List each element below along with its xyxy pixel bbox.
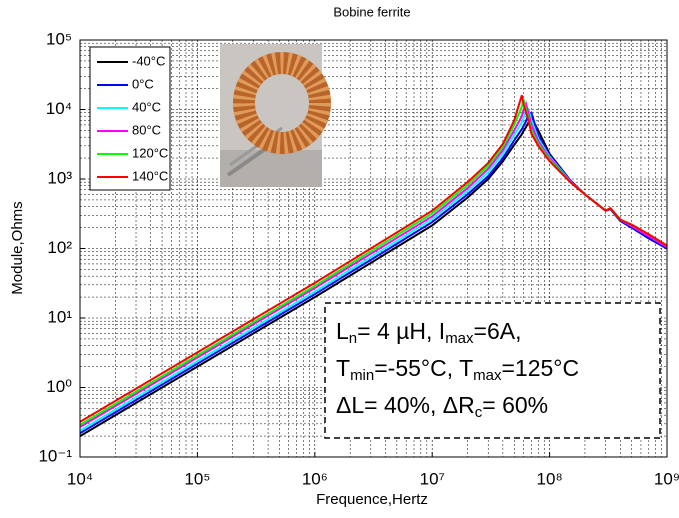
annotation-text: = 4 µH, I: [357, 318, 445, 344]
annotation-line: Tmin=-55°C, Tmax=125°C: [336, 355, 579, 384]
x-tick-label: 10⁹: [654, 469, 679, 488]
x-tick-label: 10⁶: [302, 469, 328, 488]
annotation-text: Ln= 4 µH, Imax=6A,Tmin=-55°C, Tmax=125°C…: [336, 318, 579, 421]
y-tick-label: 10²: [47, 238, 72, 257]
y-tick-label: 10⁴: [46, 99, 72, 118]
annotation-text: = 60%: [482, 392, 548, 418]
annotation-text: ΔL= 40%, ΔR: [336, 392, 475, 418]
y-tick-label: 10⁻¹: [38, 446, 72, 465]
series-line: [79, 95, 668, 423]
annotation-text: T: [336, 355, 350, 381]
y-tick-label: 10⁵: [46, 29, 72, 48]
annotation-line: Ln= 4 µH, Imax=6A,: [336, 318, 522, 347]
annotation-subscript: max: [445, 330, 474, 347]
legend-label: 40°C: [132, 99, 161, 114]
legend-label: 120°C: [132, 145, 168, 160]
photo-windings: [233, 52, 331, 154]
legend-label: 0°C: [132, 76, 154, 91]
legend-label: 80°C: [132, 122, 161, 137]
legend-label: 140°C: [132, 168, 168, 183]
x-tick-label: 10⁷: [420, 469, 445, 488]
legend-label: -40°C: [132, 53, 165, 68]
y-tick-label: 10³: [47, 168, 72, 187]
x-tick-label: 10⁸: [537, 469, 563, 488]
annotation-text: =125°C: [501, 355, 579, 381]
x-axis-label: Frequence,Hertz: [316, 491, 428, 508]
annotation: Ln= 4 µH, Imax=6A,Tmin=-55°C, Tmax=125°C…: [324, 302, 661, 439]
legend: -40°C 0°C 40°C 80°C 120°C 140°C: [89, 46, 171, 191]
y-tick-label: 10⁰: [46, 377, 72, 396]
annotation-box: [324, 302, 661, 439]
annotation-line: ΔL= 40%, ΔRc= 60%: [336, 392, 548, 421]
y-tick-label: 10¹: [47, 307, 72, 326]
annotation-subscript: max: [473, 367, 502, 384]
x-tick-label: 10⁵: [184, 469, 210, 488]
axes: 10⁴ 10⁵ 10⁶ 10⁷ 10⁸ 10⁹ 10⁻¹ 10⁰ 10¹ 10² 10³ 10⁴ 10⁵: [38, 29, 679, 488]
annotation-text: =6A,: [474, 318, 522, 344]
annotation-subscript: n: [349, 330, 357, 347]
annotation-text: L: [336, 318, 349, 344]
annotation-subscript: min: [350, 367, 374, 384]
legend-box: [89, 46, 171, 191]
photo: [220, 44, 331, 187]
x-tick-label: 10⁴: [67, 469, 93, 488]
annotation-text: =-55°C, T: [374, 355, 473, 381]
lines: [79, 95, 668, 437]
chart-title: Bobine ferrite: [333, 4, 410, 19]
annotation-subscript: c: [475, 404, 483, 421]
y-axis-label: Module,Ohms: [9, 201, 26, 294]
